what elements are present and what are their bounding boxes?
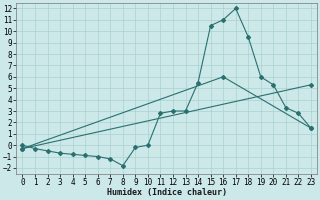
X-axis label: Humidex (Indice chaleur): Humidex (Indice chaleur) [107,188,227,197]
